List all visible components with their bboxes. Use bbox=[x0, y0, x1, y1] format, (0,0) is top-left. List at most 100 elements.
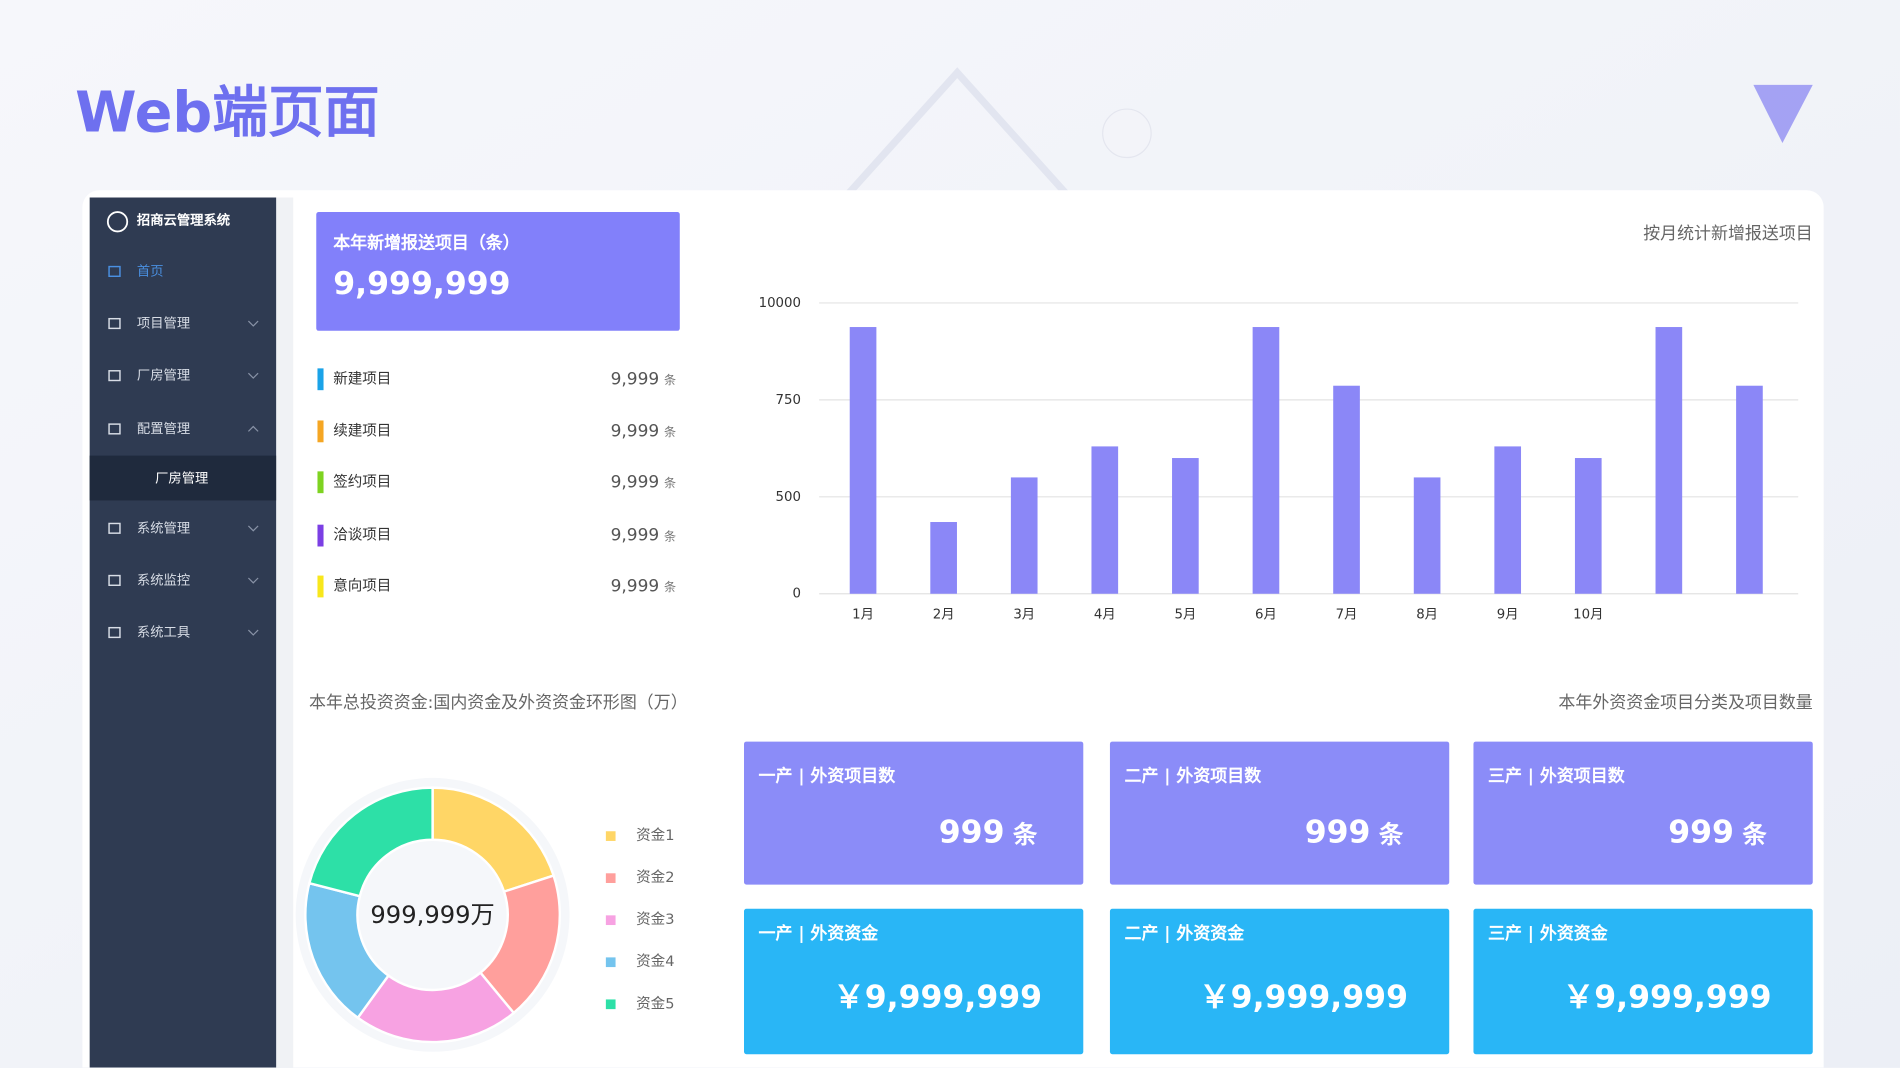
fund-card bbox=[1109, 908, 1450, 1055]
card-value: 999 bbox=[1668, 815, 1734, 851]
legend-label: 资金2 bbox=[636, 869, 674, 886]
bar bbox=[1494, 446, 1522, 594]
chevron bbox=[247, 577, 259, 584]
card-label: 一产 | 外资项目数 bbox=[759, 766, 897, 786]
item-label: 签约项目 bbox=[333, 473, 391, 490]
card-label: 二产 | 外资项目数 bbox=[1124, 766, 1262, 786]
x-tick-label: 6月 bbox=[1255, 607, 1277, 622]
item-value: 9,999 bbox=[611, 420, 660, 440]
item-unit: 条 bbox=[664, 529, 676, 543]
x-tick-label: 7月 bbox=[1336, 607, 1358, 622]
y-tick-label: 750 bbox=[776, 393, 801, 408]
item-value: 9,999 bbox=[611, 525, 660, 545]
chevron bbox=[247, 425, 259, 432]
menu-icon bbox=[108, 370, 121, 382]
legend-label: 资金3 bbox=[636, 911, 674, 928]
legend-marker bbox=[605, 915, 616, 926]
bar bbox=[1574, 458, 1602, 594]
chevron bbox=[247, 372, 259, 379]
card-value: 999 bbox=[939, 815, 1005, 851]
menu-icon bbox=[108, 423, 121, 435]
menu-icon bbox=[108, 522, 121, 534]
y-tick-label: 10000 bbox=[759, 296, 801, 311]
divider bbox=[276, 197, 294, 1068]
summary-card bbox=[316, 212, 680, 331]
submenu-item[interactable]: 厂房管理 bbox=[155, 471, 208, 487]
item-unit: 条 bbox=[664, 476, 676, 490]
fund-card bbox=[1473, 908, 1813, 1055]
decor bbox=[1753, 84, 1813, 143]
x-tick-label: 4月 bbox=[1094, 607, 1116, 622]
menu-icon bbox=[108, 317, 121, 330]
card-value: 999 bbox=[1305, 815, 1371, 851]
donut-slice bbox=[307, 786, 434, 898]
menu-icon bbox=[108, 574, 121, 586]
item-value: 9,999 bbox=[611, 575, 660, 595]
legend-marker bbox=[605, 831, 616, 841]
bar bbox=[1736, 385, 1763, 594]
fund-card bbox=[744, 908, 1084, 1055]
count-card bbox=[744, 741, 1084, 885]
item-color bbox=[317, 575, 324, 598]
menu-icon bbox=[108, 265, 121, 278]
bar bbox=[1091, 446, 1119, 594]
app-name: 招商云管理系统 bbox=[137, 212, 231, 229]
decor bbox=[1102, 108, 1152, 159]
legend-marker bbox=[605, 999, 616, 1010]
card-unit: 条 bbox=[1379, 821, 1404, 849]
item-unit: 条 bbox=[664, 373, 676, 387]
menu-item[interactable]: 厂房管理 bbox=[137, 368, 190, 384]
card-unit: 条 bbox=[1742, 821, 1767, 849]
x-tick-label: 3月 bbox=[1013, 607, 1035, 622]
menu-item[interactable]: 首页 bbox=[137, 263, 164, 279]
x-tick-label: 9月 bbox=[1497, 607, 1519, 622]
item-unit: 条 bbox=[664, 425, 676, 439]
item-unit: 条 bbox=[664, 580, 676, 594]
legend-marker bbox=[605, 873, 616, 883]
menu-item[interactable]: 配置管理 bbox=[137, 421, 190, 437]
page-title: Web端页面 bbox=[75, 80, 379, 145]
item-color bbox=[317, 420, 324, 443]
menu-item[interactable]: 项目管理 bbox=[137, 316, 190, 332]
donut-title: 本年总投资资金:国内资金及外资资金环形图（万） bbox=[309, 692, 688, 712]
legend-label: 资金5 bbox=[636, 995, 674, 1012]
item-value: 9,999 bbox=[611, 471, 660, 491]
bar bbox=[1172, 458, 1199, 594]
chevron bbox=[247, 525, 259, 532]
chevron bbox=[247, 320, 259, 327]
card-label: 一产 | 外资资金 bbox=[759, 923, 880, 943]
bar bbox=[1010, 477, 1038, 594]
menu-item[interactable]: 系统工具 bbox=[137, 625, 190, 641]
card-value: ￥9,999,999 bbox=[833, 979, 1042, 1015]
x-tick-label: 5月 bbox=[1174, 607, 1196, 622]
y-tick-label: 0 bbox=[792, 587, 800, 602]
card-value: ￥9,999,999 bbox=[1199, 979, 1408, 1015]
submenu-bg bbox=[89, 455, 277, 501]
item-label: 续建项目 bbox=[333, 422, 391, 439]
bar bbox=[1655, 327, 1683, 594]
logo bbox=[106, 211, 129, 233]
bar bbox=[1252, 327, 1280, 594]
count-card bbox=[1109, 741, 1450, 885]
chevron bbox=[247, 629, 259, 636]
card-label: 三产 | 外资项目数 bbox=[1488, 766, 1626, 786]
x-tick-label: 1月 bbox=[852, 607, 874, 622]
card-label: 三产 | 外资资金 bbox=[1488, 923, 1609, 943]
section-title: 本年外资资金项目分类及项目数量 bbox=[1558, 692, 1812, 712]
x-tick-label: 10月 bbox=[1573, 607, 1603, 622]
summary-title: 本年新增报送项目（条） bbox=[333, 233, 520, 253]
bar bbox=[930, 522, 957, 594]
bar bbox=[1413, 477, 1441, 594]
legend-label: 资金4 bbox=[636, 953, 674, 970]
menu-item[interactable]: 系统管理 bbox=[137, 520, 190, 536]
item-color bbox=[317, 471, 324, 494]
decor bbox=[845, 67, 1070, 197]
x-tick-label: 8月 bbox=[1416, 607, 1438, 622]
item-label: 意向项目 bbox=[333, 576, 391, 594]
item-label: 洽谈项目 bbox=[333, 527, 391, 544]
card-unit: 条 bbox=[1013, 821, 1038, 849]
menu-item[interactable]: 系统监控 bbox=[137, 572, 190, 588]
